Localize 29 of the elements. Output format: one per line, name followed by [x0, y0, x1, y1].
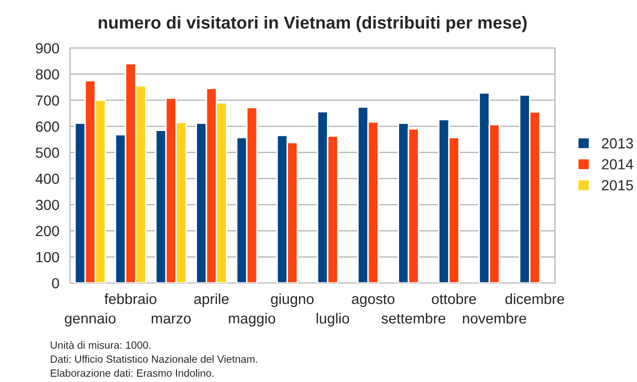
y-tick-label: 200	[36, 226, 60, 236]
x-tick-label: ottobre	[432, 293, 476, 304]
legend-label: 2013	[602, 138, 633, 148]
x-tick-label: marzo	[152, 316, 191, 324]
y-tick-label: 700	[36, 95, 60, 106]
x-tick-label: aprile	[194, 293, 229, 308]
y-tick-label: 0	[52, 278, 60, 288]
y-tick-label: 300	[36, 200, 60, 210]
y-tick-label: 100	[36, 252, 60, 262]
x-tick-label: luglio	[316, 312, 350, 326]
y-tick-label: 400	[36, 174, 60, 184]
x-tick-label: settembre	[382, 312, 446, 324]
text: Unità di misura: 1000.	[50, 341, 150, 349]
legend-label: 2014	[602, 159, 634, 170]
x-tick-label: maggio	[228, 312, 276, 326]
y-tick-label: 900	[36, 43, 60, 54]
y-tick-label: 600	[36, 121, 60, 132]
y-tick-label: 500	[36, 148, 60, 158]
x-tick-label: agosto	[352, 294, 394, 308]
text: Dati: Ufficio Statistico Nazionale del Vietnam.	[50, 355, 258, 363]
chart-title: numero di visitatori in Vietnam (distribuiti per mese)	[98, 16, 527, 32]
x-tick-label: dicembre	[505, 293, 564, 304]
x-tick-label: novembre	[462, 312, 526, 324]
x-tick-label: febbraio	[104, 293, 156, 304]
text: Elaborazione dati: Erasmo Indolino.	[50, 369, 214, 377]
y-tick-label: 800	[36, 69, 60, 80]
x-tick-label: giugno	[271, 293, 314, 308]
x-tick-label: gennaio	[64, 312, 116, 326]
legend-label: 2015	[602, 180, 633, 190]
